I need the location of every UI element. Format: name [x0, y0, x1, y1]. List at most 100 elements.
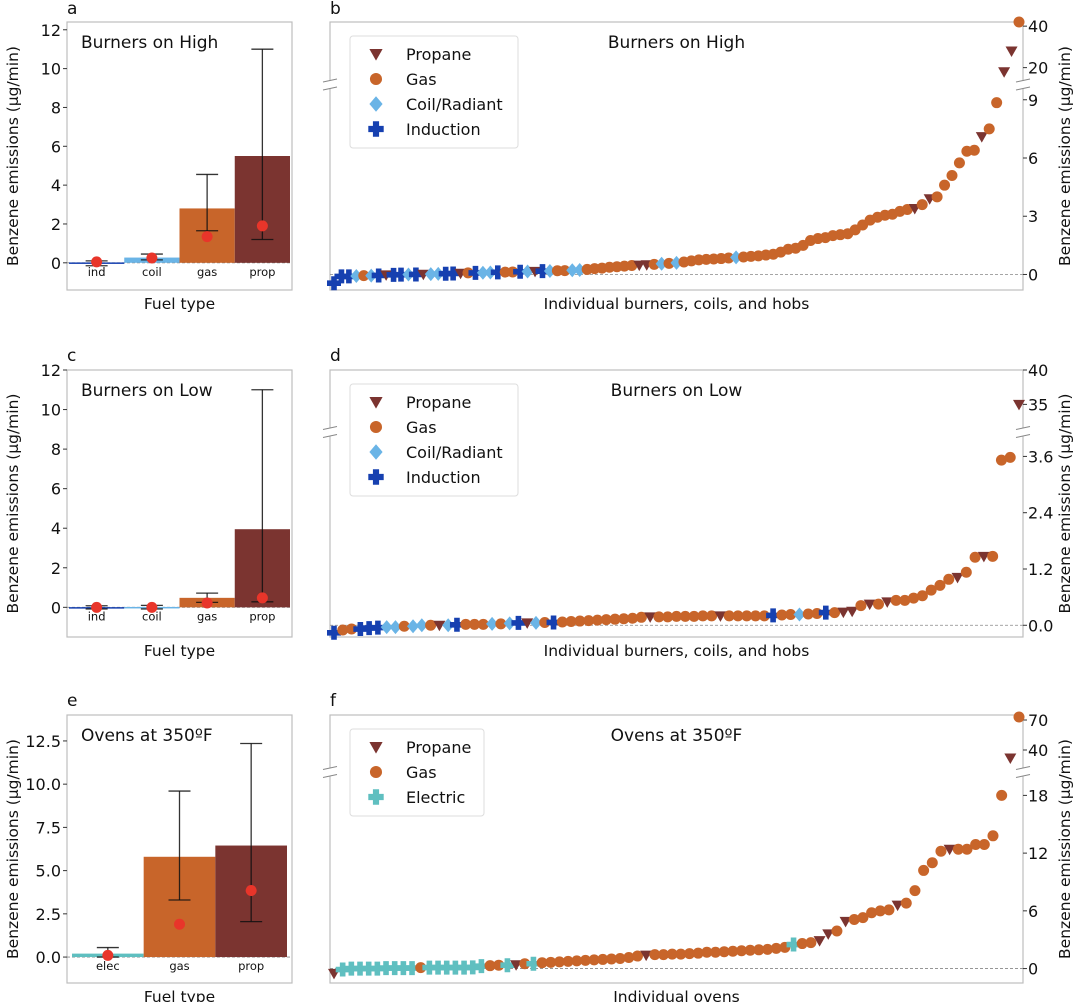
legend-induction-icon	[368, 469, 384, 485]
coil-point	[484, 265, 497, 280]
gas-point	[710, 946, 722, 958]
median-point	[91, 256, 103, 268]
legend-electric-icon	[368, 789, 384, 805]
y-axis-label: Benzene emissions (µg/min)	[4, 46, 22, 266]
gas-point	[692, 947, 704, 959]
propane-point	[863, 599, 876, 611]
gas-point	[358, 270, 370, 282]
x-tick-label: prop	[249, 265, 275, 279]
electric-point	[457, 960, 472, 975]
propane-point	[951, 572, 964, 584]
gas-point	[609, 613, 621, 625]
gas-point	[562, 955, 574, 967]
legend-coil-icon	[369, 444, 383, 460]
legend-propane-icon	[369, 397, 383, 409]
legend-label: Propane	[406, 45, 471, 64]
y-tick-label: 0	[51, 254, 61, 273]
gas-point	[618, 613, 630, 625]
gas-point	[831, 925, 843, 937]
gas-point	[909, 885, 921, 897]
legend-label: Induction	[406, 120, 481, 139]
gas-point	[675, 948, 687, 960]
y-tick-label: 12	[1028, 844, 1048, 863]
y-tick-label: 9	[1028, 91, 1038, 110]
legend-gas-icon	[369, 765, 383, 779]
propane-point	[1004, 753, 1017, 764]
induction-point	[386, 267, 401, 282]
x-tick-label: prop	[238, 959, 264, 973]
x-tick-label: gas	[169, 959, 189, 973]
coil-point	[529, 615, 542, 630]
gas-point	[574, 615, 586, 627]
electric-point	[439, 960, 454, 975]
y-tick-label: 1.2	[1028, 560, 1053, 579]
x-axis-label: Individual burners, coils, and hobs	[544, 295, 810, 313]
axis-break-mark	[322, 426, 338, 430]
gas-point	[931, 191, 943, 203]
legend-label: Gas	[406, 70, 437, 89]
x-axis-label: Fuel type	[144, 642, 215, 660]
coil-point	[442, 618, 455, 633]
y-tick-label: 6	[51, 137, 61, 156]
gas-point	[649, 949, 661, 961]
axis-break-mark	[322, 78, 338, 83]
legend-gas-icon	[369, 72, 383, 86]
gas-point	[605, 953, 617, 965]
y-tick-label: 2	[51, 215, 61, 234]
gas-point	[983, 123, 995, 135]
gas-point	[495, 618, 507, 630]
gas-point	[701, 946, 713, 958]
y-tick-label: 12	[41, 21, 61, 40]
coil-point	[566, 263, 579, 278]
y-tick-label: 6	[1028, 902, 1038, 921]
electric-point	[370, 961, 385, 976]
gas-point	[597, 953, 609, 965]
median-point	[201, 231, 213, 243]
gas-point	[953, 157, 965, 169]
electric-point	[448, 960, 463, 975]
propane-point	[975, 132, 988, 143]
plot-frame	[66, 369, 293, 638]
induction-point	[449, 617, 464, 632]
electric-point	[361, 961, 376, 976]
gas-point	[425, 619, 437, 631]
y-tick-label: 7.5	[36, 818, 61, 837]
y-axis-label: Benzene emissions (µg/min)	[1056, 394, 1074, 614]
induction-point	[468, 265, 483, 280]
panel-letter: b	[330, 0, 341, 19]
gas-point	[750, 610, 762, 622]
coil-point	[670, 255, 683, 270]
gas-point	[741, 610, 753, 622]
gas-point	[583, 615, 595, 627]
electric-point	[379, 961, 394, 976]
gas-point	[796, 938, 808, 950]
gas-point	[970, 838, 982, 850]
induction-point	[370, 620, 385, 635]
gas-point	[1013, 16, 1025, 28]
x-axis-label: Individual burners, coils, and hobs	[544, 642, 810, 660]
median-point	[146, 252, 158, 264]
electric-point	[405, 961, 420, 976]
y-tick-label: 70	[1028, 711, 1048, 730]
y-tick-label: 0.0	[1028, 616, 1053, 635]
axis-break-mark	[1015, 766, 1031, 770]
x-axis-label: Fuel type	[144, 988, 215, 1002]
induction-point	[341, 269, 356, 284]
gas-point	[918, 864, 930, 876]
x-tick-label: elec	[96, 959, 120, 973]
gas-point	[631, 950, 643, 962]
induction-point	[511, 615, 526, 630]
legend-label: Propane	[406, 393, 471, 412]
legend-label: Electric	[406, 788, 465, 807]
electric-point	[526, 956, 541, 971]
plot-title: Ovens at 350ºF	[611, 726, 743, 746]
panel-letter: e	[67, 691, 77, 711]
propane-point	[891, 900, 904, 912]
gas-point	[662, 611, 674, 623]
induction-point	[446, 266, 461, 281]
induction-point	[818, 605, 833, 620]
induction-point	[327, 276, 341, 291]
